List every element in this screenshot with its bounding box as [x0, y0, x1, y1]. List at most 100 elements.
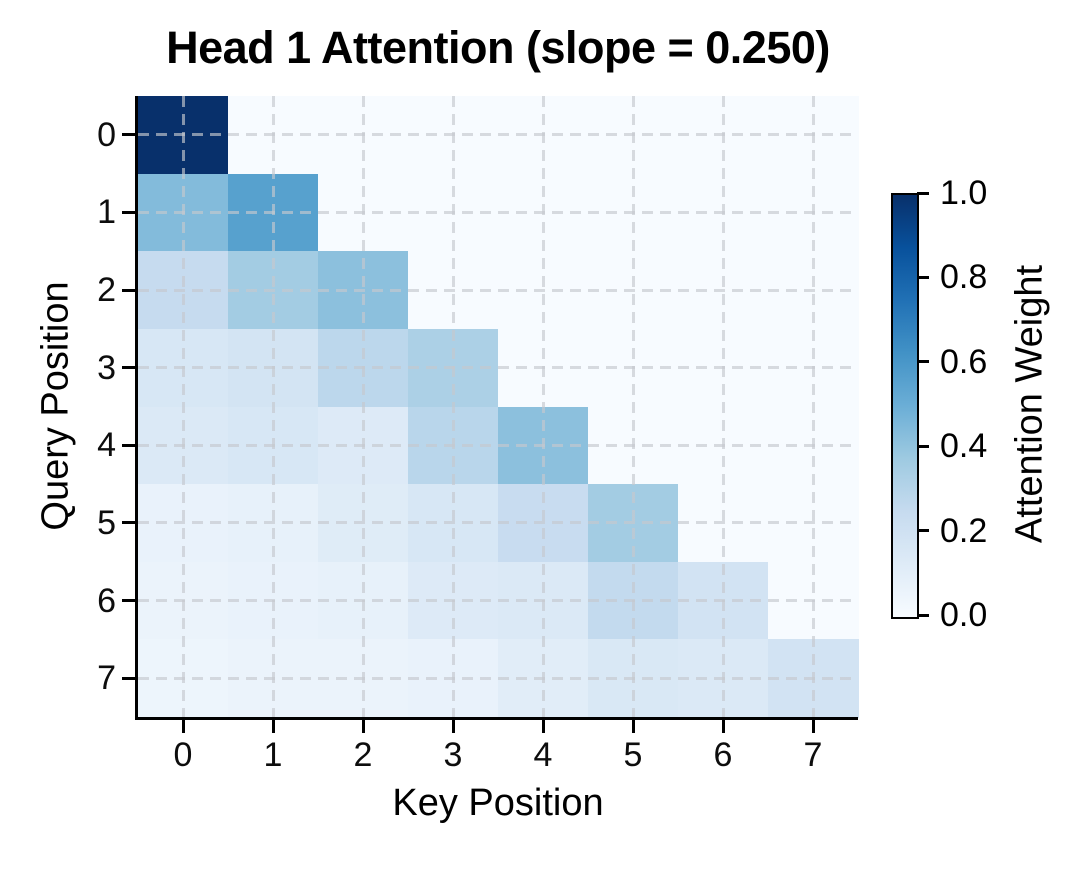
- heatmap-cell: [138, 484, 229, 563]
- heatmap-cell: [588, 96, 679, 175]
- heatmap-cell: [768, 251, 859, 330]
- heatmap-cell: [318, 96, 409, 175]
- colorbar-tick-mark: [917, 360, 929, 364]
- y-tick-mark: [122, 676, 135, 680]
- heatmap-cell: [138, 96, 229, 175]
- heatmap-cell: [408, 251, 499, 330]
- heatmap-cell: [678, 173, 769, 252]
- colorbar-tick-label: 0.4: [940, 427, 988, 466]
- x-tick-mark: [181, 720, 185, 733]
- x-tick-mark: [451, 720, 455, 733]
- x-tick-label: 4: [533, 736, 553, 774]
- heatmap-cell: [228, 96, 319, 175]
- x-tick-mark: [271, 720, 275, 733]
- heatmap-cell: [498, 173, 589, 252]
- heatmap-cell: [318, 251, 409, 330]
- x-tick-mark: [631, 720, 635, 733]
- colorbar-tick-label: 0.8: [940, 258, 988, 297]
- heatmap-cell: [408, 639, 499, 718]
- heatmap-cell: [678, 484, 769, 563]
- heatmap-cell: [318, 406, 409, 485]
- heatmap-cell: [588, 173, 679, 252]
- colorbar-tick-mark: [917, 529, 929, 533]
- x-tick-mark: [541, 720, 545, 733]
- chart-title: Head 1 Attention (slope = 0.250): [166, 22, 830, 73]
- heatmap-cell: [408, 173, 499, 252]
- x-axis-label: Key Position: [392, 782, 604, 824]
- colorbar-tick-label: 0.2: [940, 511, 988, 550]
- heatmap-cell: [408, 96, 499, 175]
- heatmap-cell: [498, 484, 589, 563]
- y-tick-label: 1: [97, 193, 116, 232]
- heatmap-cell: [228, 328, 319, 407]
- heatmap-cell: [588, 328, 679, 407]
- colorbar-tick-label: 0.6: [940, 342, 988, 381]
- bottom-spine: [135, 717, 858, 720]
- x-tick-mark: [721, 720, 725, 733]
- heatmap-cell: [228, 251, 319, 330]
- heatmap-cell: [318, 639, 409, 718]
- heatmap-cell: [138, 251, 229, 330]
- heatmap-cell: [138, 328, 229, 407]
- x-tick-mark: [811, 720, 815, 733]
- heatmap-cell: [408, 561, 499, 640]
- heatmap-cell: [498, 328, 589, 407]
- heatmap-cell: [768, 328, 859, 407]
- heatmap-cell: [138, 173, 229, 252]
- heatmap-cell: [228, 406, 319, 485]
- left-spine: [135, 96, 138, 720]
- colorbar-tick-mark: [917, 275, 929, 279]
- heatmap-cell: [228, 484, 319, 563]
- y-tick-mark: [122, 133, 135, 137]
- x-tick-label: 6: [713, 736, 733, 774]
- y-tick-mark: [122, 210, 135, 214]
- y-tick-mark: [122, 599, 135, 603]
- heatmap-cell: [588, 484, 679, 563]
- heatmap-cell: [138, 561, 229, 640]
- x-tick-label: 0: [173, 736, 193, 774]
- heatmap-cell: [678, 251, 769, 330]
- heatmap-cell: [678, 406, 769, 485]
- colorbar-tick-mark: [917, 613, 929, 617]
- heatmap-cell: [138, 406, 229, 485]
- heatmap-cell: [588, 251, 679, 330]
- colorbar-tick-mark: [917, 191, 929, 195]
- y-tick-label: 0: [97, 115, 116, 154]
- heatmap-cell: [678, 96, 769, 175]
- heatmap-cell: [408, 406, 499, 485]
- colorbar-tick-mark: [917, 444, 929, 448]
- colorbar-tick-label: 0.0: [940, 596, 988, 634]
- y-axis-label: Query Position: [34, 281, 77, 531]
- colorbar: [891, 193, 919, 619]
- heatmap-cell: [678, 561, 769, 640]
- heatmap-cell: [318, 173, 409, 252]
- heatmap-cell: [228, 561, 319, 640]
- heatmap-cell: [498, 251, 589, 330]
- heatmap-cell: [588, 406, 679, 485]
- y-tick-label: 5: [97, 503, 116, 542]
- heatmap-cell: [768, 484, 859, 563]
- y-tick-mark: [122, 366, 135, 370]
- heatmap-cell: [768, 406, 859, 485]
- heatmap-cell: [498, 639, 589, 718]
- heatmap-cell: [768, 639, 859, 718]
- heatmap-cell: [318, 484, 409, 563]
- heatmap-cell: [228, 173, 319, 252]
- x-tick-label: 2: [353, 736, 373, 774]
- colorbar-label: Attention Weight: [1008, 264, 1051, 544]
- y-tick-mark: [122, 288, 135, 292]
- y-tick-label: 2: [97, 271, 116, 310]
- heatmap-cell: [318, 561, 409, 640]
- x-tick-label: 5: [623, 736, 643, 774]
- heatmap-cell: [498, 96, 589, 175]
- x-tick-label: 1: [263, 736, 283, 774]
- heatmap-cell: [408, 328, 499, 407]
- y-tick-label: 4: [97, 426, 116, 465]
- x-tick-mark: [361, 720, 365, 733]
- y-tick-label: 6: [97, 581, 116, 620]
- x-tick-label: 3: [443, 736, 463, 774]
- y-tick-label: 3: [97, 348, 116, 387]
- heatmap-cell: [138, 639, 229, 718]
- heatmap-cell: [588, 561, 679, 640]
